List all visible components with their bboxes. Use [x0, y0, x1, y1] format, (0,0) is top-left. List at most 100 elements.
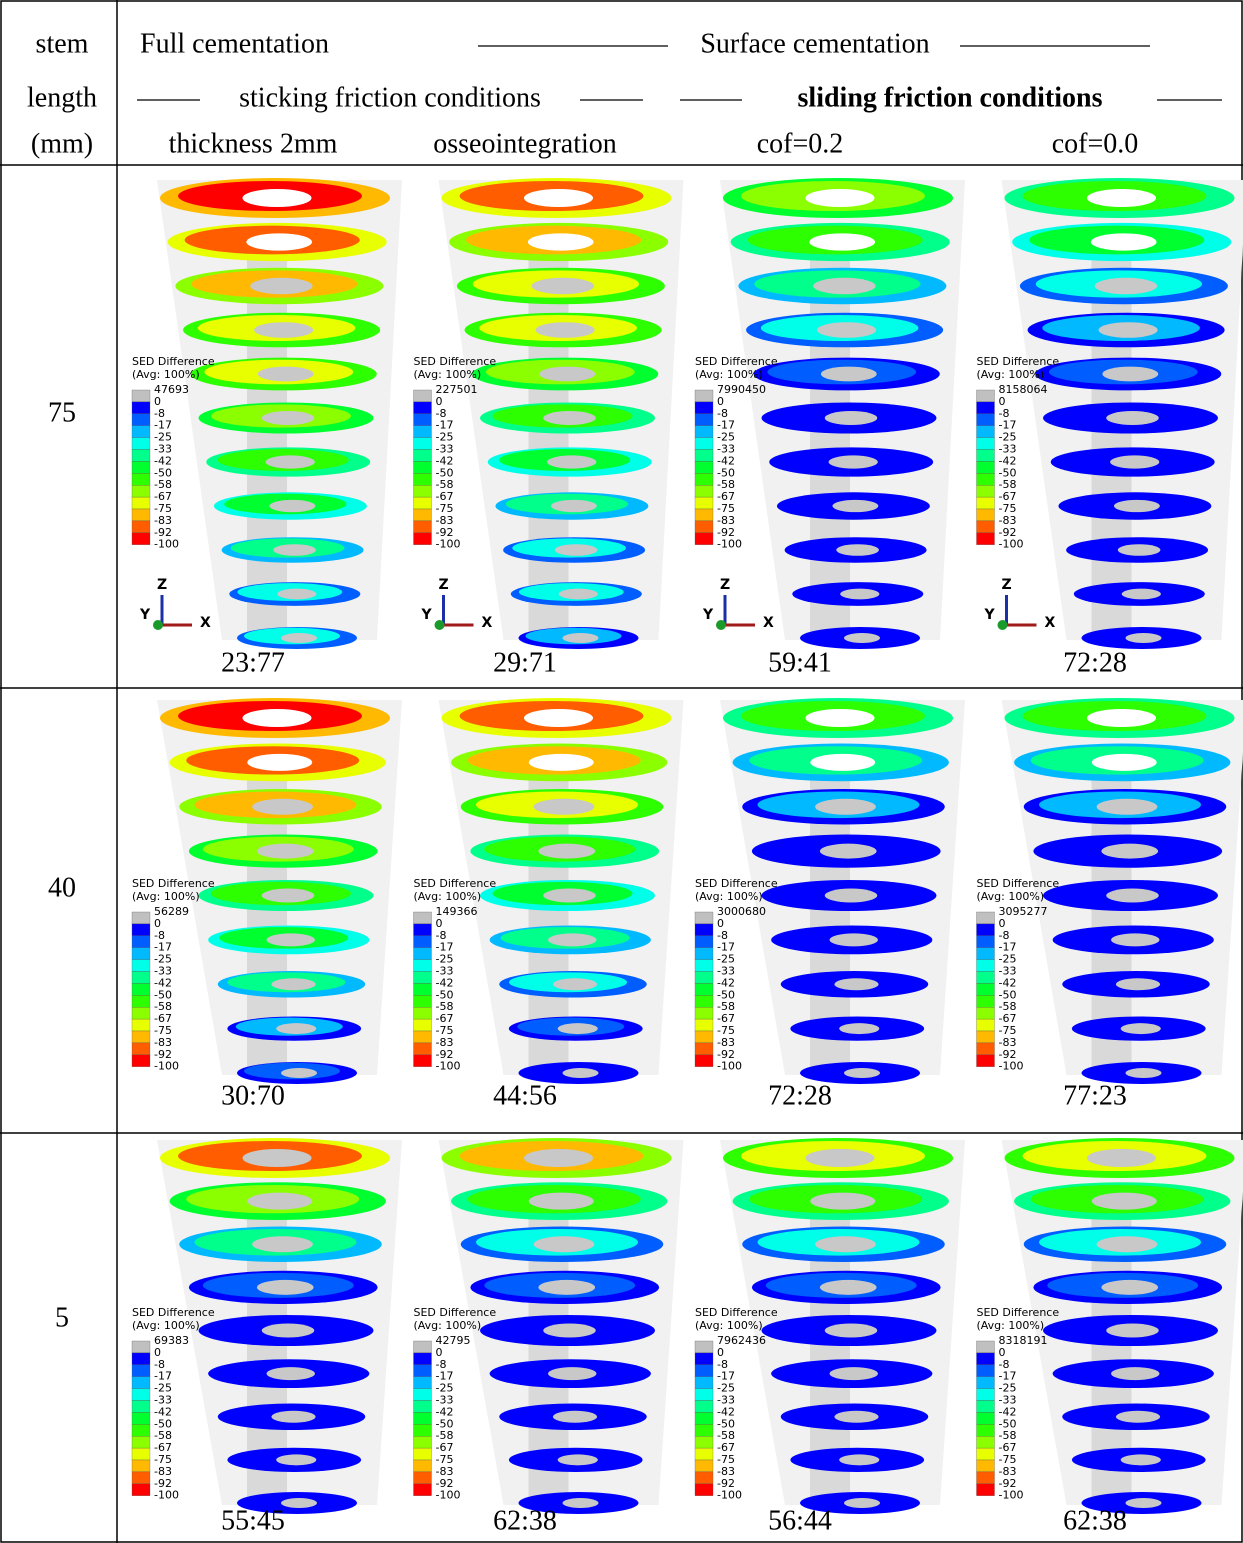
slice-hole: [1115, 978, 1161, 991]
legend-swatch: [413, 1471, 432, 1484]
slice-hole: [1111, 1367, 1160, 1381]
slice-hole: [242, 1149, 312, 1167]
legend-level: -42: [999, 454, 1017, 467]
contour-panel: [1001, 1138, 1243, 1514]
legend-level: -25: [999, 953, 1017, 966]
group-label: Full cementation: [140, 28, 329, 59]
legend-title: SED Difference: [977, 877, 1060, 890]
legend-level: -67: [999, 490, 1017, 503]
legend-level: 0: [154, 395, 161, 408]
slice-hole: [531, 277, 595, 295]
slice-hole: [815, 1236, 876, 1253]
slice-hole: [256, 1279, 314, 1295]
legend-swatch: [131, 401, 151, 414]
legend-level: -17: [436, 419, 454, 432]
legend-level: -42: [436, 976, 454, 989]
legend-subtitle: (Avg: 100%): [695, 1319, 763, 1332]
legend-swatch: [976, 1018, 995, 1032]
legend-swatch: [131, 389, 151, 403]
legend-swatch: [413, 1447, 432, 1461]
axis-y: [716, 620, 726, 630]
slice-hole: [524, 709, 593, 727]
legend-level: -75: [154, 1024, 172, 1037]
axis-label: Z: [720, 577, 730, 593]
ratio-label: 59:41: [768, 647, 832, 678]
legend-swatch: [413, 1459, 432, 1473]
legend-swatch: [131, 485, 151, 498]
legend-level: -100: [436, 1489, 461, 1502]
legend-level: -25: [436, 1382, 454, 1395]
legend-swatch: [413, 971, 432, 984]
legend-level: -8: [436, 929, 447, 942]
legend-swatch: [131, 935, 151, 948]
legend-level: -58: [717, 1000, 735, 1013]
legend-swatch: [131, 1483, 151, 1496]
ratio-label: 72:28: [1063, 647, 1127, 678]
legend-level: -25: [154, 1382, 172, 1395]
legend-swatch: [131, 449, 151, 462]
legend-swatch: [694, 496, 714, 510]
slice-hole: [810, 753, 876, 771]
legend-swatch: [694, 389, 714, 403]
legend-title: SED Difference: [977, 355, 1060, 368]
legend-level: -100: [999, 538, 1024, 551]
legend-level: -58: [436, 1429, 454, 1442]
slice-hole: [1113, 499, 1160, 513]
slice-hole: [261, 1323, 315, 1338]
slice-hole: [257, 366, 314, 382]
legend-swatch: [694, 947, 714, 960]
legend-swatch: [413, 1424, 432, 1437]
axis-label: X: [482, 615, 493, 631]
legend-swatch: [131, 1424, 151, 1437]
slice-hole: [554, 544, 598, 556]
legend-swatch: [413, 425, 432, 438]
legend-level: -67: [717, 1012, 735, 1025]
legend-level: -92: [154, 1477, 172, 1490]
legend-level: -17: [436, 1370, 454, 1383]
legend-swatch: [413, 1030, 432, 1044]
legend-level: -17: [717, 1370, 735, 1383]
legend-level: -25: [999, 1382, 1017, 1395]
legend-level: -42: [154, 454, 172, 467]
contour-panel: [720, 698, 965, 1084]
legend-level: -17: [999, 1370, 1017, 1383]
slice-hole: [824, 888, 878, 903]
slice-hole: [256, 843, 314, 859]
legend-level: -75: [717, 502, 735, 515]
legend-swatch: [131, 1352, 151, 1365]
axis-label: Z: [157, 577, 167, 593]
legend-level: -58: [154, 478, 172, 491]
legend-level: -83: [436, 1036, 454, 1049]
slice-hole: [1087, 1149, 1156, 1167]
legend-swatch: [694, 1007, 714, 1020]
slice-hole: [1125, 1498, 1162, 1508]
legend-swatch: [976, 532, 995, 545]
slice-hole: [1102, 366, 1159, 382]
legend-level: -50: [999, 988, 1017, 1001]
legend-swatch: [413, 995, 432, 1008]
legend-swatch: [694, 1054, 714, 1067]
legend-max: 8318191: [999, 1334, 1048, 1347]
legend-subtitle: (Avg: 100%): [977, 1319, 1045, 1332]
legend-max: 42795: [436, 1334, 471, 1347]
legend-level: -75: [154, 1453, 172, 1466]
legend-swatch: [694, 449, 714, 462]
slice-hole: [832, 499, 879, 513]
slice-hole: [276, 1023, 317, 1035]
legend-swatch: [413, 401, 432, 414]
legend-swatch: [413, 1364, 432, 1377]
legend-swatch: [131, 1412, 151, 1425]
legend-swatch: [413, 935, 432, 948]
slice-hole: [1096, 1236, 1158, 1253]
slice-hole: [809, 233, 876, 251]
stem: [810, 240, 850, 640]
legend-level: -33: [436, 443, 454, 456]
axis-label: Y: [984, 607, 996, 623]
legend-level: -8: [717, 407, 728, 420]
legend-swatch: [694, 1400, 714, 1413]
legend-swatch: [694, 1459, 714, 1473]
legend-level: -42: [436, 1405, 454, 1418]
slice-hole: [562, 1498, 599, 1508]
legend-level: 0: [154, 917, 161, 930]
slice-hole: [819, 843, 877, 859]
